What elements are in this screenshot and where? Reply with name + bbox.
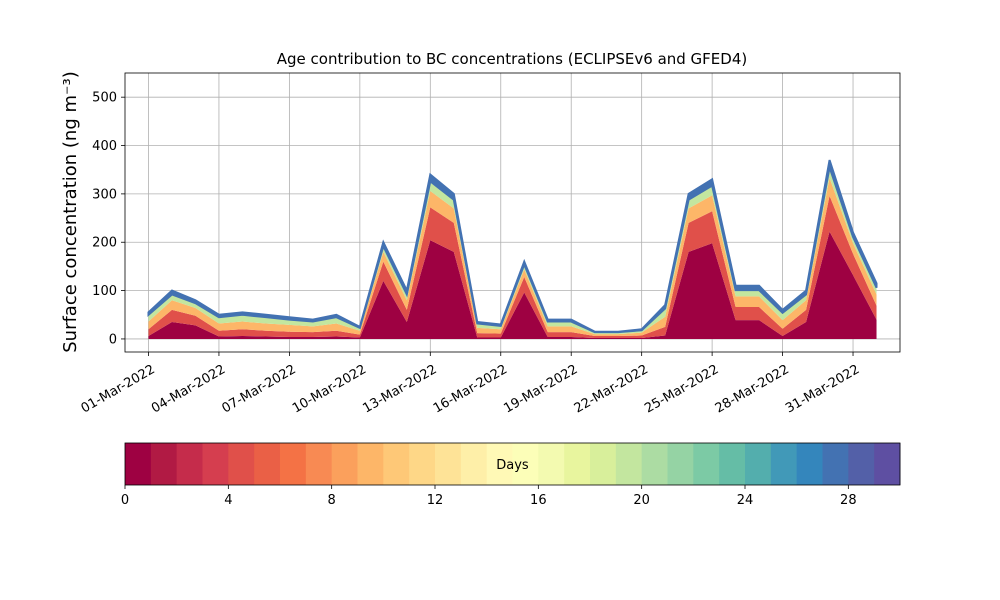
colorbar-swatch <box>745 443 772 485</box>
colorbar-swatch <box>202 443 229 485</box>
colorbar-swatch <box>874 443 901 485</box>
x-tick-label: 13-Mar-2022 <box>360 362 439 416</box>
area <box>147 159 878 334</box>
colorbar-swatch <box>409 443 436 485</box>
colorbar-swatch <box>590 443 617 485</box>
area <box>148 177 877 337</box>
colorbar-tick-label: 4 <box>224 493 232 508</box>
colorbar-swatch <box>719 443 746 485</box>
colorbar-swatch <box>280 443 307 485</box>
colorbar-swatch <box>254 443 281 485</box>
y-tick-label: 0 <box>109 332 117 347</box>
colorbar-label: Days <box>496 458 529 473</box>
plot-frame <box>124 72 901 353</box>
colorbar-swatch <box>641 443 668 485</box>
colorbar-tick-label: 12 <box>427 493 444 508</box>
y-tick-label: 400 <box>92 139 117 154</box>
y-tick-label: 200 <box>92 236 117 251</box>
x-tick-label: 25-Mar-2022 <box>642 362 721 416</box>
colorbar-swatch <box>693 443 720 485</box>
colorbar-swatch <box>357 443 384 485</box>
x-tick-label: 16-Mar-2022 <box>431 362 510 416</box>
colorbar-tick-label: 0 <box>121 493 129 508</box>
x-tick-label: 19-Mar-2022 <box>501 362 580 416</box>
colorbar-swatch <box>822 443 849 485</box>
colorbar-tick-label: 20 <box>633 493 650 508</box>
colorbar-swatch <box>150 443 178 485</box>
colorbar-tick-label: 8 <box>328 493 336 508</box>
x-tick-label: 28-Mar-2022 <box>713 362 792 416</box>
colorbar-swatch <box>331 443 358 485</box>
colorbar-swatch <box>615 443 643 485</box>
colorbar-swatch <box>305 443 333 485</box>
x-tick-label: 07-Mar-2022 <box>220 362 299 416</box>
y-tick-label: 500 <box>92 91 117 106</box>
colorbar-swatch <box>796 443 823 485</box>
colorbar-swatch <box>460 443 488 485</box>
colorbar-swatch <box>512 443 539 485</box>
colorbar-tick-label: 28 <box>840 493 857 508</box>
colorbar-swatch <box>125 443 152 485</box>
colorbar-swatch <box>435 443 462 485</box>
colorbar-swatch <box>383 443 410 485</box>
colorbar-swatch <box>770 443 798 485</box>
colorbar-swatch <box>486 443 513 485</box>
x-tick-label: 01-Mar-2022 <box>79 362 158 416</box>
colorbar-tick-label: 16 <box>530 493 547 508</box>
colorbar-swatch <box>538 443 565 485</box>
colorbar-swatch <box>564 443 591 485</box>
y-tick-label: 300 <box>92 187 117 202</box>
colorbar-tick-label: 24 <box>737 493 754 508</box>
colorbar-swatch <box>228 443 255 485</box>
chart-title: Age contribution to BC concentrations (E… <box>277 50 748 68</box>
y-axis-label: Surface concentration (ng m⁻³) <box>60 71 81 353</box>
area <box>148 195 877 338</box>
x-tick-label: 10-Mar-2022 <box>290 362 369 416</box>
x-tick-label: 04-Mar-2022 <box>149 362 228 416</box>
colorbar-swatch <box>176 443 203 485</box>
area <box>148 231 877 339</box>
x-tick-label: 22-Mar-2022 <box>572 362 651 416</box>
x-tick-label: 31-Mar-2022 <box>783 362 862 416</box>
colorbar-swatch <box>848 443 875 485</box>
colorbar-swatch <box>667 443 694 485</box>
y-tick-label: 100 <box>92 284 117 299</box>
colorbar-frame <box>124 442 901 486</box>
